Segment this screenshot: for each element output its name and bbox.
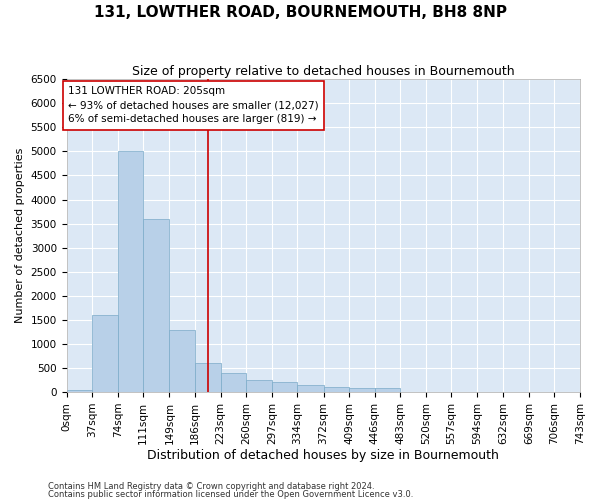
Text: Contains HM Land Registry data © Crown copyright and database right 2024.: Contains HM Land Registry data © Crown c… [48,482,374,491]
Bar [221,373,246,392]
Bar [118,152,143,392]
Bar [143,219,169,392]
Bar [195,363,221,392]
Bar [67,390,92,392]
Text: Contains public sector information licensed under the Open Government Licence v3: Contains public sector information licen… [48,490,413,499]
Bar [272,382,298,392]
Title: Size of property relative to detached houses in Bournemouth: Size of property relative to detached ho… [132,65,515,78]
Bar [349,388,375,392]
Bar [298,385,323,392]
Bar [92,315,118,392]
Bar [323,388,349,392]
Y-axis label: Number of detached properties: Number of detached properties [15,148,25,324]
Bar [375,388,400,392]
Text: 131 LOWTHER ROAD: 205sqm
← 93% of detached houses are smaller (12,027)
6% of sem: 131 LOWTHER ROAD: 205sqm ← 93% of detach… [68,86,319,124]
Bar [169,330,195,392]
Bar [246,380,272,392]
X-axis label: Distribution of detached houses by size in Bournemouth: Distribution of detached houses by size … [148,450,499,462]
Text: 131, LOWTHER ROAD, BOURNEMOUTH, BH8 8NP: 131, LOWTHER ROAD, BOURNEMOUTH, BH8 8NP [94,5,506,20]
